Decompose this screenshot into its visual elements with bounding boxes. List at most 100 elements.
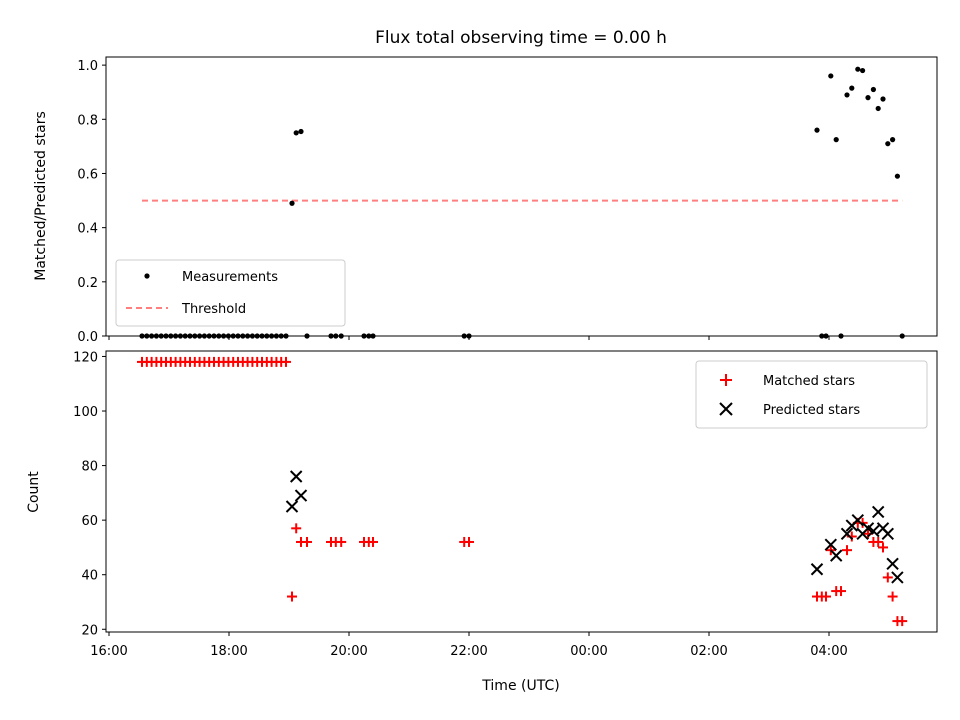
predicted-point-b bbox=[891, 571, 904, 584]
top-legend-box bbox=[115, 259, 346, 327]
predicted-point-b bbox=[289, 470, 303, 483]
x-axis-title: Time (UTC) bbox=[481, 678, 559, 694]
top-panel: 0.0 0.2 0.4 0.6 0.8 1.0 Matched/Predicted sta… bbox=[33, 56, 938, 345]
top-y-axis-title: Matched/Predicted stars bbox=[33, 111, 49, 281]
matched-point bbox=[287, 591, 297, 602]
predicted-point bbox=[867, 524, 880, 538]
predicted-point-b bbox=[824, 538, 838, 551]
matched-point bbox=[368, 536, 378, 547]
matched-point bbox=[836, 586, 846, 597]
top-legend: Measurements Threshold bbox=[115, 259, 346, 327]
top-y-tick-label: 1.0 bbox=[77, 59, 98, 74]
legend-marker-matched bbox=[720, 374, 732, 386]
measurement-point bbox=[890, 137, 896, 143]
measurement-point bbox=[860, 67, 866, 74]
chart-title: Flux total observing time = 0.00 h bbox=[375, 28, 667, 48]
bottom-y-tick-label: 20 bbox=[81, 623, 98, 638]
x-tick-label: 20:00 bbox=[330, 644, 367, 659]
measurement-point bbox=[833, 137, 839, 143]
predicted-point bbox=[829, 549, 843, 562]
measurement-point bbox=[870, 86, 877, 93]
measurement-point bbox=[885, 141, 891, 147]
top-y-tick-label: 0.6 bbox=[77, 167, 98, 182]
measurement-point bbox=[289, 200, 295, 206]
predicted-point bbox=[851, 513, 865, 527]
predicted-point-b bbox=[861, 522, 875, 535]
measurement-point bbox=[849, 85, 855, 91]
bottom-y-tick-label: 100 bbox=[73, 405, 98, 420]
measurement-point bbox=[298, 128, 304, 135]
legend-label-threshold: Threshold bbox=[181, 302, 246, 317]
predicted-point bbox=[810, 563, 824, 576]
top-y-tick-label: 0.8 bbox=[77, 113, 98, 128]
predicted-point bbox=[824, 538, 838, 551]
measurement-point bbox=[894, 173, 901, 179]
predicted-point-b bbox=[829, 549, 843, 562]
bottom-panel: 20 40 60 80 100 120 16:00 18:00 20:00 22:00 00:00… bbox=[26, 350, 938, 694]
predicted-point-b bbox=[886, 557, 899, 571]
predicted-point bbox=[294, 489, 308, 502]
top-x-ticks bbox=[108, 336, 830, 340]
bottom-y-axis-title: Count bbox=[26, 471, 42, 513]
predicted-point bbox=[289, 470, 303, 483]
matched-point bbox=[291, 523, 302, 534]
bottom-y-tick-label: 40 bbox=[81, 569, 98, 584]
bottom-y-tick-label: 60 bbox=[81, 514, 98, 529]
predicted-point bbox=[881, 527, 895, 540]
matched-point bbox=[887, 591, 898, 602]
x-tick-label: 00:00 bbox=[570, 644, 607, 659]
x-tick-label: 18:00 bbox=[210, 644, 247, 659]
x-tick-label: 02:00 bbox=[690, 644, 727, 659]
x-tick-label: 22:00 bbox=[450, 644, 487, 659]
predicted-point-b bbox=[871, 505, 885, 519]
measurement-point bbox=[865, 95, 871, 101]
measurement-point bbox=[855, 66, 861, 72]
bottom-legend: Matched stars Predicted stars bbox=[695, 360, 928, 429]
bottom-legend-box bbox=[695, 360, 928, 429]
measurement-point bbox=[844, 92, 850, 98]
predicted-point bbox=[840, 527, 854, 540]
legend-label-measurements: Measurements bbox=[182, 270, 278, 285]
legend-marker-predicted bbox=[719, 402, 733, 416]
legend-label-matched: Matched stars bbox=[763, 374, 855, 389]
bottom-y-tick-label: 120 bbox=[73, 350, 98, 365]
predicted-point bbox=[285, 500, 299, 513]
x-tick-label: 04:00 bbox=[810, 644, 847, 659]
top-y-tick-label: 0.2 bbox=[77, 276, 98, 291]
measurement-point bbox=[293, 130, 299, 136]
measurement-point bbox=[875, 105, 881, 112]
matched-point bbox=[302, 536, 312, 547]
predicted-point-b bbox=[867, 524, 880, 538]
matched-point bbox=[897, 616, 908, 627]
matched-point bbox=[882, 572, 893, 583]
legend-marker-measurements bbox=[144, 273, 150, 279]
top-y-ticks: 0.0 0.2 0.4 0.6 0.8 1.0 bbox=[77, 59, 106, 345]
measurement-point bbox=[828, 73, 834, 79]
matched-point bbox=[281, 356, 291, 367]
predicted-point-b bbox=[881, 527, 895, 540]
top-y-tick-label: 0.0 bbox=[77, 330, 98, 345]
top-plot-frame bbox=[105, 56, 938, 337]
top-y-tick-label: 0.4 bbox=[77, 222, 98, 237]
predicted-point bbox=[891, 571, 904, 584]
bottom-y-ticks: 20 40 60 80 100 120 bbox=[73, 350, 106, 638]
bottom-plot-frame bbox=[105, 350, 938, 633]
predicted-points bbox=[285, 470, 904, 584]
predicted-point bbox=[886, 557, 899, 571]
matched-point bbox=[821, 591, 831, 602]
measurement-point bbox=[880, 96, 886, 102]
matched-point bbox=[464, 536, 474, 547]
matched-point bbox=[842, 545, 852, 556]
legend-label-predicted: Predicted stars bbox=[763, 403, 860, 418]
matched-point bbox=[873, 536, 884, 547]
matched-point bbox=[336, 536, 347, 547]
matched-point bbox=[878, 542, 888, 553]
measurement-point bbox=[814, 127, 820, 133]
bottom-x-ticks: 16:00 18:00 20:00 22:00 00:00 02:00 04:00 bbox=[90, 632, 848, 659]
predicted-point-b bbox=[810, 563, 824, 576]
x-tick-label: 16:00 bbox=[90, 644, 127, 659]
predicted-point-b bbox=[840, 527, 854, 540]
predicted-point-b bbox=[851, 513, 865, 527]
predicted-point-b bbox=[285, 500, 299, 513]
